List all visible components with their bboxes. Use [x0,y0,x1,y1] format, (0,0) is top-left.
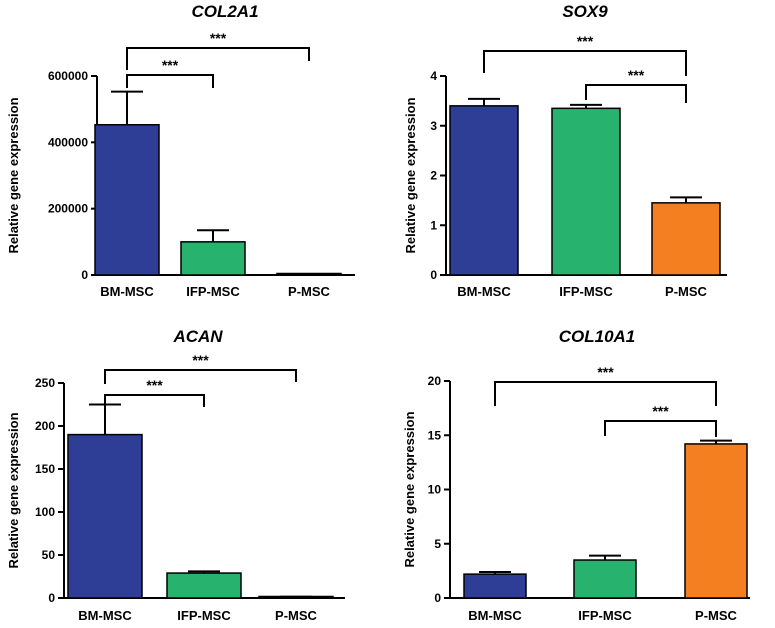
y-tick-label: 15 [428,428,442,442]
significance-bracket [483,50,687,76]
y-tick-label: 5 [434,537,441,551]
significance-bracket [604,420,717,437]
y-tick-label: 200 [35,419,55,433]
category-label: IFP-MSC [559,284,613,299]
chart-title: COL10A1 [559,327,636,346]
y-tick-label: 50 [42,548,56,562]
bar-p-msc [276,272,342,276]
chart-title: ACAN [172,327,223,346]
significance-label: *** [192,352,209,368]
significance-bracket [126,47,310,70]
y-axis-label: Relative gene expression [403,97,418,253]
y-tick-label: 400000 [48,135,88,149]
y-tick-label: 100 [35,505,55,519]
y-tick-label: 10 [428,483,442,497]
col10a1-chart: COL10A1 Relative gene expression 0 5 10 15 20 B… [402,327,750,623]
y-tick-label: 600000 [48,69,88,83]
y-tick-label: 0 [81,268,88,282]
y-axis-label: Relative gene expression [6,97,21,253]
significance-label: *** [652,403,669,419]
category-label: BM-MSC [78,608,132,623]
category-label: IFP-MSC [186,284,240,299]
y-tick-label: 1 [430,218,437,232]
y-axis-label: Relative gene expression [6,412,21,568]
significance-label: *** [146,377,163,393]
chart-title: SOX9 [562,2,608,21]
acan-chart: ACAN Relative gene expression 0 50 100 150 200… [6,327,345,623]
category-label: P-MSC [275,608,318,623]
bar-p-msc [684,443,748,599]
bar-bm-msc [463,573,527,599]
bar-bm-msc [67,433,143,599]
sox9-chart: SOX9 Relative gene expression 0 1 2 3 4 BM-MSC I… [403,2,727,299]
y-axis-label: Relative gene expression [402,411,417,567]
category-label: BM-MSC [468,608,522,623]
y-tick-label: 0 [48,591,55,605]
category-label: BM-MSC [100,284,154,299]
category-label: IFP-MSC [578,608,632,623]
col2a1-chart: COL2A1 Relative gene expression 0 200000 400… [6,2,355,299]
y-tick-label: 20 [428,374,442,388]
y-tick-label: 250 [35,376,55,390]
chart-title: COL2A1 [191,2,258,21]
bar-ifp-msc [551,107,621,276]
significance-bracket [126,74,214,88]
y-tick-label: 200000 [48,202,88,216]
significance-label: *** [597,364,614,380]
significance-label: *** [628,67,645,83]
category-label: IFP-MSC [177,608,231,623]
significance-bracket [585,84,687,103]
bar-ifp-msc [573,559,637,599]
y-tick-label: 0 [430,268,437,282]
category-label: P-MSC [695,608,738,623]
significance-bracket [494,381,717,406]
y-tick-label: 2 [430,169,437,183]
bar-ifp-msc [166,572,242,599]
bar-bm-msc [94,124,160,276]
bar-bm-msc [449,105,519,276]
bar-p-msc [651,202,721,276]
significance-label: *** [210,30,227,46]
significance-bracket [104,369,297,384]
category-label: BM-MSC [457,284,511,299]
y-tick-label: 150 [35,462,55,476]
category-label: P-MSC [288,284,331,299]
bar-ifp-msc [180,241,246,276]
y-tick-label: 3 [430,119,437,133]
significance-label: *** [577,33,594,49]
significance-label: *** [162,57,179,73]
significance-bracket [104,394,205,419]
y-tick-label: 4 [430,69,437,83]
y-tick-label: 0 [434,591,441,605]
category-label: P-MSC [665,284,708,299]
